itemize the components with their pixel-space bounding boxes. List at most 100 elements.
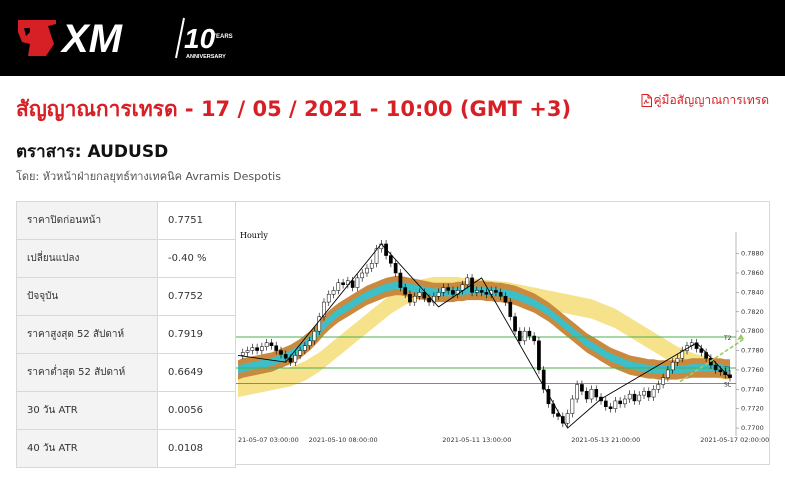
candle-body xyxy=(341,282,345,285)
table-row: ราคาต่ำสุด 52 สัปดาห์ 0.6649 xyxy=(16,353,236,392)
instrument-label: ตราสาร: AUDUSD xyxy=(16,142,169,162)
y-tick-label: 0.7780 xyxy=(741,347,764,355)
y-tick-label: 0.7820 xyxy=(741,308,764,316)
candle-body xyxy=(451,290,455,295)
candle-body xyxy=(517,330,522,342)
stat-value: 0.7751 xyxy=(157,201,236,240)
candle-body xyxy=(508,301,513,317)
table-row: 30 วัน ATR 0.0056 xyxy=(16,391,236,430)
candle-body xyxy=(656,384,661,390)
level-label: T1 xyxy=(723,366,732,373)
candle-body xyxy=(608,406,613,409)
chart-svg: Hourly T2 T1 SL 0.7880 0.7860 0.7840 0.7820 0.78… xyxy=(236,231,769,444)
candle-body xyxy=(389,255,393,264)
candle-body xyxy=(279,350,283,355)
arrow-head-icon xyxy=(737,333,744,340)
zigzag-line xyxy=(237,243,731,429)
level-label: T2 xyxy=(723,335,732,342)
candle-body xyxy=(427,297,431,303)
candle-body xyxy=(446,287,451,291)
candle-body xyxy=(642,390,646,396)
stat-label: 40 วัน ATR xyxy=(16,429,158,468)
x-tick-label: 2021-05-10 08:00:00 xyxy=(309,436,378,444)
candle-body xyxy=(288,358,293,363)
candle-body xyxy=(503,296,508,303)
y-tick-label: 0.7740 xyxy=(741,385,764,393)
candle-body xyxy=(326,294,331,303)
candle-body xyxy=(513,316,517,332)
candle-body xyxy=(317,316,322,332)
stat-label: ราคาสูงสุด 52 สัปดาห์ xyxy=(16,315,158,354)
candle-body xyxy=(522,330,527,342)
candle-body xyxy=(245,350,250,353)
stat-label: ราคาปิดก่อนหน้า xyxy=(16,201,158,240)
stat-value: 0.6649 xyxy=(157,353,236,392)
candle-body xyxy=(274,345,279,351)
stat-value: 0.7919 xyxy=(157,315,236,354)
candle-body xyxy=(494,290,498,293)
stat-value: 0.0056 xyxy=(157,391,236,430)
candle-body xyxy=(374,248,379,264)
candle-body xyxy=(307,340,312,346)
candle-body xyxy=(651,389,656,398)
candle-body xyxy=(546,389,551,405)
candle-body xyxy=(661,377,665,385)
candle-body xyxy=(393,263,398,274)
stat-value: -0.40 % xyxy=(157,239,236,278)
guide-link-label: คู่มือสัญญาณการเทรด xyxy=(653,93,770,107)
candle-body xyxy=(603,400,608,407)
candle-body xyxy=(255,347,259,351)
candle-body xyxy=(618,400,622,405)
table-row: 40 วัน ATR 0.0108 xyxy=(16,429,236,468)
table-row: ปัจจุบัน 0.7752 xyxy=(16,277,236,316)
candle-body xyxy=(680,350,685,359)
stat-label: 30 วัน ATR xyxy=(16,391,158,430)
candle-body xyxy=(699,348,704,353)
y-tick-label: 0.7800 xyxy=(741,327,764,335)
candle-body xyxy=(646,390,651,398)
candle-body xyxy=(350,280,355,288)
signal-title: สัญญาณการเทรด - 17 / 05 / 2021 - 10:00 (… xyxy=(16,97,572,121)
candle-body xyxy=(298,350,302,356)
candle-body xyxy=(570,398,575,414)
candle-body xyxy=(336,282,341,291)
outer-band xyxy=(238,276,730,398)
chart-title: Hourly xyxy=(240,231,268,240)
candle-body xyxy=(584,390,589,400)
candle-body xyxy=(408,294,412,303)
badge-years: YEARS xyxy=(212,34,233,40)
candle-body xyxy=(436,292,441,297)
stat-label: ราคาต่ำสุด 52 สัปดาห์ xyxy=(16,353,158,392)
candle-body xyxy=(331,290,336,295)
xm-logo[interactable]: XM 10 YEARS ANNIVERSARY xyxy=(16,14,246,62)
badge-anniversary: ANNIVERSARY xyxy=(186,54,226,60)
candle-body xyxy=(417,292,422,297)
candle-body xyxy=(269,342,274,346)
candle-body xyxy=(398,272,403,288)
x-tick-label: 21-05-07 03:00:00 xyxy=(238,436,299,444)
candle-body xyxy=(312,330,317,342)
price-chart: Hourly T2 T1 SL 0.7880 0.7860 0.7840 0.7820 0.78… xyxy=(235,201,770,465)
level-label: SL xyxy=(724,381,732,388)
candle-body xyxy=(613,400,618,409)
candle-body xyxy=(360,272,365,279)
candle-body xyxy=(627,393,632,400)
signal-guide-link[interactable]: คู่มือสัญญาณการเทรด xyxy=(641,91,770,110)
candle-body xyxy=(240,352,245,356)
candle-body xyxy=(675,358,680,363)
candle-body xyxy=(303,345,307,351)
candle-body xyxy=(670,361,675,371)
candle-body xyxy=(479,290,484,293)
candle-body xyxy=(355,277,360,288)
candle-body xyxy=(412,296,417,303)
pdf-icon xyxy=(641,94,652,107)
candle-body xyxy=(465,277,470,285)
candle-body xyxy=(260,346,264,351)
candle-body xyxy=(580,384,584,392)
candle-body xyxy=(637,394,642,402)
candle-body xyxy=(283,354,288,359)
candle-body xyxy=(532,335,537,342)
y-tick-label: 0.7840 xyxy=(741,288,764,296)
candle-body xyxy=(441,287,446,293)
candle-body xyxy=(713,364,718,371)
